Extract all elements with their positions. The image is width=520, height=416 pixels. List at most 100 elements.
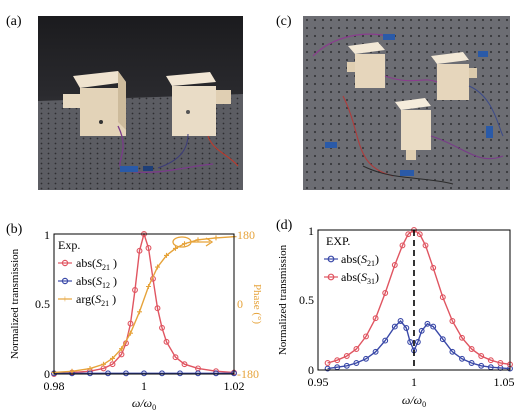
d-legend-label-s31: abs(S31) — [341, 270, 379, 286]
b-legend-label-arg: arg(S21 ) — [76, 292, 116, 308]
d-point-abs-s31--18 — [478, 353, 485, 359]
d-xtick-1: 1 — [411, 375, 417, 389]
d-point-abs-s21--10 — [407, 339, 414, 345]
b-point-arg-s21--6 — [128, 330, 133, 336]
d-point-abs-s31--2 — [343, 353, 350, 359]
d-point-abs-s21--20 — [478, 362, 485, 369]
d-point-abs-s21--12 — [414, 339, 421, 345]
b-legend-marker-s12 — [61, 277, 69, 285]
chart-b-transmission-phase: 1 0.5 0 180 0 -180 0.98 1 1.02 ω/ω0 Norm… — [9, 228, 262, 412]
d-point-abs-s31--4 — [363, 333, 369, 340]
d-legend-title: EXP. — [326, 234, 350, 248]
d-point-abs-s31--16 — [459, 334, 465, 341]
d-point-abs-s21--5 — [372, 348, 379, 355]
d-point-abs-s21--17 — [449, 348, 456, 355]
d-point-abs-s31--7 — [391, 262, 398, 268]
photo-two-resonators — [38, 16, 243, 190]
d-point-abs-s21--6 — [382, 337, 389, 344]
d-ytick-0.5: 0.5 — [299, 293, 314, 307]
b-point-arg-s21--10 — [164, 252, 169, 258]
b-point-abs-s21--7 — [127, 320, 134, 327]
panel-label-a: (a) — [6, 14, 22, 29]
b-point-arg-s21--5 — [119, 346, 124, 352]
b-point-arg-s21--8 — [146, 284, 151, 289]
d-point-abs-s31--8 — [399, 242, 406, 249]
d-point-abs-s21--2 — [343, 362, 350, 369]
d-point-abs-s31--9 — [405, 231, 412, 238]
b-point-arg-s21--3 — [101, 361, 106, 367]
d-ytick-1: 1 — [308, 224, 314, 238]
b-point-abs-s21--13 — [154, 305, 161, 312]
d-point-abs-s21--0 — [324, 365, 331, 372]
b-point-abs-s12--8 — [195, 370, 201, 377]
d-point-abs-s31--13 — [430, 264, 437, 271]
b-point-abs-s12--4 — [123, 370, 129, 377]
b-point-abs-s12--6 — [159, 370, 165, 377]
b-point-abs-s21--15 — [163, 338, 170, 345]
b-point-arg-s21--1 — [69, 368, 75, 374]
b-point-arg-s21--9 — [155, 264, 160, 270]
b-point-arg-s21--4 — [110, 355, 115, 361]
d-legend-marker-s21 — [327, 255, 335, 263]
d-point-abs-s21--13 — [418, 327, 425, 334]
b-ytick-left-0.5: 0.5 — [35, 297, 50, 311]
d-legend-label-s21: abs(S21) — [341, 252, 379, 268]
d-point-abs-s31--3 — [353, 346, 360, 352]
d-xlabel: ω/ω0 — [402, 393, 426, 409]
b-ytick-left-1: 1 — [44, 228, 50, 242]
photo-c-illustration — [303, 16, 510, 190]
photo-a-illustration — [38, 16, 243, 190]
b-legend-marker-s21 — [61, 259, 69, 267]
d-point-abs-s21--16 — [439, 336, 446, 343]
b-point-abs-s12--7 — [177, 370, 183, 377]
d-point-abs-s21--8 — [397, 318, 404, 324]
b-point-abs-s21--9 — [136, 247, 143, 254]
d-point-abs-s21--14 — [424, 320, 431, 327]
d-point-abs-s31--14 — [439, 294, 446, 301]
d-point-abs-s21--4 — [363, 355, 369, 362]
b-point-abs-s21--4 — [109, 361, 116, 368]
chart-d-transmission: 1 0.5 0 0.95 1 1.05 ω/ω0 Normalized tran… — [277, 224, 515, 409]
b-xtick-1: 1 — [141, 379, 147, 393]
b-point-arg-s21--7 — [137, 309, 142, 315]
d-xtick-0.95: 0.95 — [308, 375, 329, 389]
b-point-abs-s21--16 — [172, 354, 179, 361]
b-point-abs-s21--5 — [118, 351, 125, 358]
b-point-arg-s21--14 — [213, 235, 219, 241]
b-ylabel-right: Phase (°) — [251, 284, 262, 324]
panel-label-c: (c) — [276, 14, 292, 29]
b-point-abs-s21--8 — [132, 287, 138, 293]
d-point-abs-s31--17 — [468, 346, 475, 352]
d-point-abs-s31--12 — [422, 242, 429, 249]
d-point-abs-s21--9 — [403, 325, 410, 331]
b-phase-annotation-arrowhead — [205, 237, 214, 247]
d-point-abs-s31--5 — [372, 315, 379, 322]
chart-b-frame — [53, 233, 235, 375]
d-point-abs-s31--20 — [497, 360, 504, 366]
d-point-abs-s31--11 — [416, 231, 423, 238]
d-series-line-abs-s31- — [327, 229, 511, 366]
d-point-abs-s31--19 — [487, 357, 494, 364]
b-legend-title: Exp. — [58, 238, 80, 252]
d-point-abs-s31--1 — [334, 357, 341, 364]
b-point-abs-s21--14 — [159, 324, 165, 331]
photo-three-resonators — [303, 16, 510, 190]
d-point-abs-s31--0 — [324, 360, 331, 366]
b-point-abs-s12--9 — [213, 370, 219, 377]
b-point-arg-s21--11 — [173, 245, 178, 251]
panel-label-b: (b) — [6, 222, 23, 237]
b-xlabel: ω/ω0 — [132, 396, 156, 412]
d-legend-marker-s31 — [327, 273, 335, 281]
b-ytick-right-0: 0 — [237, 297, 243, 311]
b-xtick-0.98: 0.98 — [44, 379, 65, 393]
b-xtick-1.02: 1.02 — [224, 379, 245, 393]
panel-label-d: (d) — [276, 218, 293, 233]
b-legend-label-s12: abs(S12 ) — [76, 274, 117, 290]
b-point-arg-s21--2 — [87, 366, 93, 372]
d-point-abs-s21--7 — [391, 323, 398, 330]
b-point-abs-s21--17 — [181, 361, 188, 368]
d-ylabel: Normalized transmission — [277, 244, 289, 355]
d-series-line-abs-s21- — [327, 319, 511, 370]
d-point-abs-s31--6 — [382, 290, 389, 296]
d-point-abs-s21--15 — [430, 323, 437, 330]
